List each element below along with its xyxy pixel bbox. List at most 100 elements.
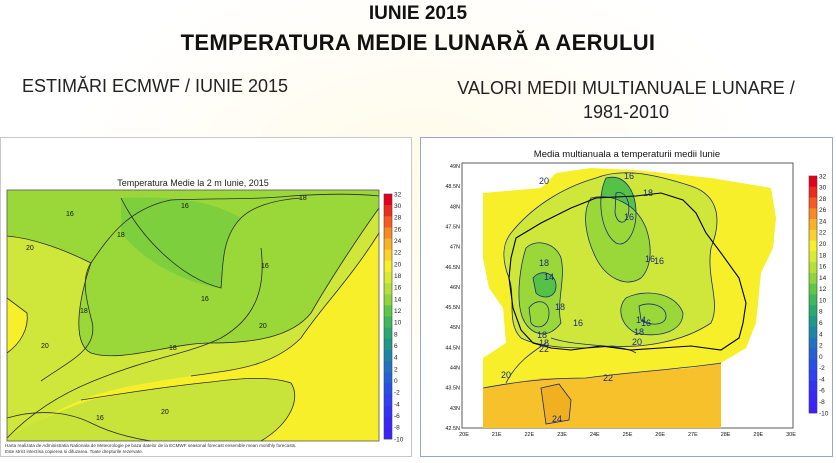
latitude-label: 43N [450, 406, 460, 412]
contour-label: 16 [201, 296, 209, 303]
latitude-label: 47N [450, 245, 460, 251]
contour-label: 14 [636, 315, 646, 325]
longitude-label: 24E [590, 432, 600, 438]
contour-label: 20 [501, 370, 511, 380]
ecmwf-contour-labels: 16 16 18 20 18 16 18 20 18 20 16 16 20 [26, 195, 307, 422]
contour-label: 16 [641, 318, 651, 328]
latitude-label: 45N [450, 325, 460, 331]
colorbar-cell [809, 326, 817, 338]
contour-label: 20 [539, 176, 549, 186]
colorbar-label: 28 [819, 196, 827, 203]
colorbar-cell [384, 327, 392, 340]
colorbar-label: 16 [394, 285, 402, 292]
colorbar-label: 4 [819, 331, 823, 338]
colorbar-label: 0 [394, 378, 398, 385]
colorbar-cell [384, 338, 392, 351]
colorbar-label: 30 [394, 203, 402, 210]
contour-label: 16 [96, 415, 104, 422]
contour-label: 18 [169, 345, 177, 352]
colorbar-cell [384, 194, 392, 206]
colorbar-cell [384, 216, 392, 228]
colorbar-label: 2 [819, 343, 823, 350]
colorbar-cell [384, 405, 392, 418]
contour-label: 16 [261, 263, 269, 270]
longitude-label: 26E [655, 432, 665, 438]
colorbar-label: 14 [819, 275, 827, 282]
colorbar-cell [384, 238, 392, 250]
colorbar-label: 6 [394, 343, 398, 350]
zone-below-16 [121, 197, 241, 288]
contour-label: 18 [634, 327, 644, 337]
colorbar-cell [809, 294, 817, 306]
colorbar-label: -6 [819, 388, 825, 395]
colorbar-cell [809, 283, 817, 295]
zone-22-24 [483, 363, 721, 428]
colorbar-cell [809, 262, 817, 274]
colorbar-label: -2 [394, 390, 400, 397]
contour-label: 20 [26, 245, 34, 252]
contour-label: 14 [544, 272, 554, 282]
contour-label: 18 [555, 302, 565, 312]
right-heading-line1: VALORI MEDII MULTIANUALE LUNARE / [457, 78, 795, 98]
latitude-label: 48N [450, 204, 460, 210]
contour-label: 18 [539, 338, 549, 348]
colorbar-label: 22 [394, 250, 402, 257]
contour-label: 16 [181, 203, 189, 210]
zone-south-green [7, 378, 295, 441]
contour-label: 22 [539, 344, 549, 354]
footnote-1: Harta realizata de Administratia Nationa… [5, 443, 297, 448]
contour-label: 20 [259, 323, 267, 330]
zone-16-18-south [620, 293, 683, 335]
contour-label: 16 [654, 256, 664, 266]
contour-label: 24 [552, 414, 562, 424]
zone-16-18-north [585, 196, 651, 282]
contour-label: 16 [66, 211, 74, 218]
contour-label: 20 [632, 337, 642, 347]
colorbar-label: 32 [394, 191, 402, 198]
colorbar-label: 10 [394, 320, 402, 327]
colorbar-cell [384, 249, 392, 262]
contour-label: 22 [603, 373, 613, 383]
left-panel-heading: ESTIMĂRI ECMWF / IUNIE 2015 [22, 76, 289, 96]
colorbar-label: 2 [394, 366, 398, 373]
latitude-label: 46.5N [445, 265, 460, 271]
contour-label: 18 [537, 330, 547, 340]
colorbar-cell [809, 186, 817, 198]
colorbar-label: 14 [394, 296, 402, 303]
colorbar-cell [384, 305, 392, 317]
colorbar-cell [809, 251, 817, 263]
colorbar-label: 6 [819, 320, 823, 327]
right-heading-line2: 1981-2010 [582, 102, 670, 122]
colorbar-label: 32 [819, 173, 827, 180]
colorbar-label: 10 [819, 297, 827, 304]
latitude-label: 44N [450, 366, 460, 372]
colorbar-cell [809, 359, 817, 371]
longitude-label: 22E [525, 432, 535, 438]
colorbar-label: 24 [394, 238, 402, 245]
contour-label: 16 [573, 318, 583, 328]
colorbar-outline [383, 193, 393, 440]
colorbar-cell [384, 227, 392, 239]
colorbar-cell [809, 348, 817, 360]
ecmwf-contours [6, 193, 380, 442]
colorbar-outline [808, 175, 818, 414]
colorbar-label: 30 [819, 185, 827, 192]
longitude-label: 27E [688, 432, 698, 438]
colorbar-cell [809, 197, 817, 209]
colorbar-cell [809, 229, 817, 241]
contour-label: 18 [299, 195, 307, 202]
colorbar-label: 18 [394, 273, 402, 280]
ecmwf-colorbar [383, 193, 393, 440]
colorbar-label: 16 [819, 264, 827, 271]
colorbar-cell [809, 391, 817, 403]
colorbar-label: 20 [394, 261, 402, 268]
latitude-labels: 49N 48.5N 48N 47.5N 47N 46.5N 46N 45.5N 45N 44.5N… [445, 164, 460, 432]
colorbar-cell [384, 271, 392, 284]
colorbar-cell [384, 383, 392, 395]
colorbar-label: -10 [819, 410, 829, 417]
title-month: IUNIE 2015 [368, 3, 468, 24]
colorbar-label: 26 [394, 226, 402, 233]
longitude-label: 20E [459, 432, 469, 438]
ecmwf-map-svg: Temperatura Medie la 2 m Iunie, 2015 16 … [6, 178, 404, 443]
